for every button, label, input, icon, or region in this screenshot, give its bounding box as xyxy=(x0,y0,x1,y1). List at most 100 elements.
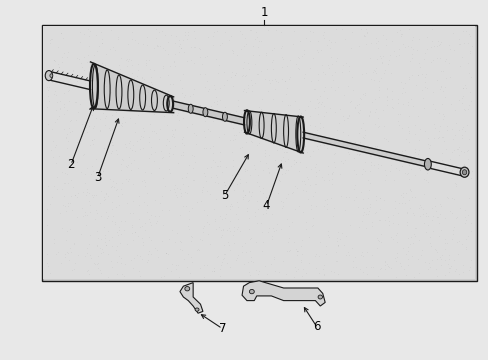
Point xyxy=(70,241,78,247)
Point xyxy=(258,248,265,254)
Point xyxy=(278,43,285,49)
Point xyxy=(252,119,260,125)
Point xyxy=(244,82,251,88)
Point xyxy=(106,27,114,33)
Point xyxy=(209,82,217,88)
Point xyxy=(427,38,435,44)
Point xyxy=(391,54,399,59)
Point xyxy=(455,205,463,211)
Point xyxy=(214,163,222,169)
Point xyxy=(440,138,447,144)
Point xyxy=(234,104,242,109)
Point xyxy=(150,111,158,117)
Point xyxy=(230,136,238,142)
Point xyxy=(431,247,439,253)
Point xyxy=(320,103,327,109)
Point xyxy=(356,252,364,258)
Point xyxy=(44,263,52,269)
Point xyxy=(241,73,248,79)
Point xyxy=(202,262,210,268)
Point xyxy=(334,271,342,277)
Point xyxy=(292,185,300,191)
Point xyxy=(359,205,366,211)
Point xyxy=(67,177,75,183)
Point xyxy=(437,252,445,257)
Point xyxy=(367,99,375,105)
Point xyxy=(463,212,471,218)
Point xyxy=(267,233,275,239)
Point xyxy=(340,207,348,213)
Point xyxy=(120,273,128,278)
Point xyxy=(198,187,206,193)
Point xyxy=(283,114,291,120)
Point xyxy=(300,47,307,53)
Point xyxy=(189,177,197,183)
Point xyxy=(91,217,99,222)
Point xyxy=(415,237,423,243)
Point xyxy=(371,197,379,203)
Point xyxy=(157,207,165,213)
Point xyxy=(380,123,387,129)
Point xyxy=(427,217,435,223)
Point xyxy=(313,104,321,110)
Point xyxy=(60,50,68,56)
Point xyxy=(232,132,240,138)
Point xyxy=(405,176,412,182)
Point xyxy=(454,144,462,150)
Point xyxy=(118,98,125,104)
Point xyxy=(200,128,207,134)
Point xyxy=(427,205,435,211)
Point xyxy=(311,173,319,179)
Point xyxy=(252,267,260,273)
Point xyxy=(219,131,227,137)
Point xyxy=(105,66,113,72)
Point xyxy=(446,101,454,107)
Point xyxy=(76,101,83,107)
Point xyxy=(148,81,156,87)
Point xyxy=(285,248,292,254)
Point xyxy=(361,132,368,138)
Point xyxy=(233,53,241,58)
Point xyxy=(157,193,165,199)
Point xyxy=(285,115,292,121)
Point xyxy=(121,218,129,224)
Point xyxy=(77,231,84,237)
Point xyxy=(179,71,186,76)
Point xyxy=(86,252,94,258)
Point xyxy=(321,244,329,249)
Point xyxy=(280,149,288,155)
Point xyxy=(377,60,385,66)
Point xyxy=(282,167,289,173)
Point xyxy=(100,89,107,95)
Point xyxy=(394,46,402,52)
Point xyxy=(171,143,179,149)
Point xyxy=(158,238,165,244)
Point xyxy=(293,54,301,60)
Point xyxy=(365,113,372,119)
Point xyxy=(217,259,225,265)
Point xyxy=(174,161,182,166)
Point xyxy=(127,167,135,173)
Point xyxy=(433,135,441,140)
Point xyxy=(254,172,262,178)
Point xyxy=(439,111,447,117)
Point xyxy=(395,167,403,173)
Point xyxy=(211,159,219,165)
Point xyxy=(144,257,152,263)
Point xyxy=(237,249,245,255)
Point xyxy=(107,258,115,264)
Point xyxy=(404,197,412,203)
Point xyxy=(375,217,383,223)
Point xyxy=(184,216,192,222)
Point xyxy=(257,221,264,226)
Point xyxy=(457,163,465,169)
Point xyxy=(270,255,278,260)
Point xyxy=(266,261,274,267)
Point xyxy=(369,68,377,73)
Point xyxy=(72,117,80,123)
Point xyxy=(410,147,418,152)
Point xyxy=(118,271,125,276)
Point xyxy=(302,129,309,135)
Point xyxy=(77,169,84,175)
Point xyxy=(61,180,69,186)
